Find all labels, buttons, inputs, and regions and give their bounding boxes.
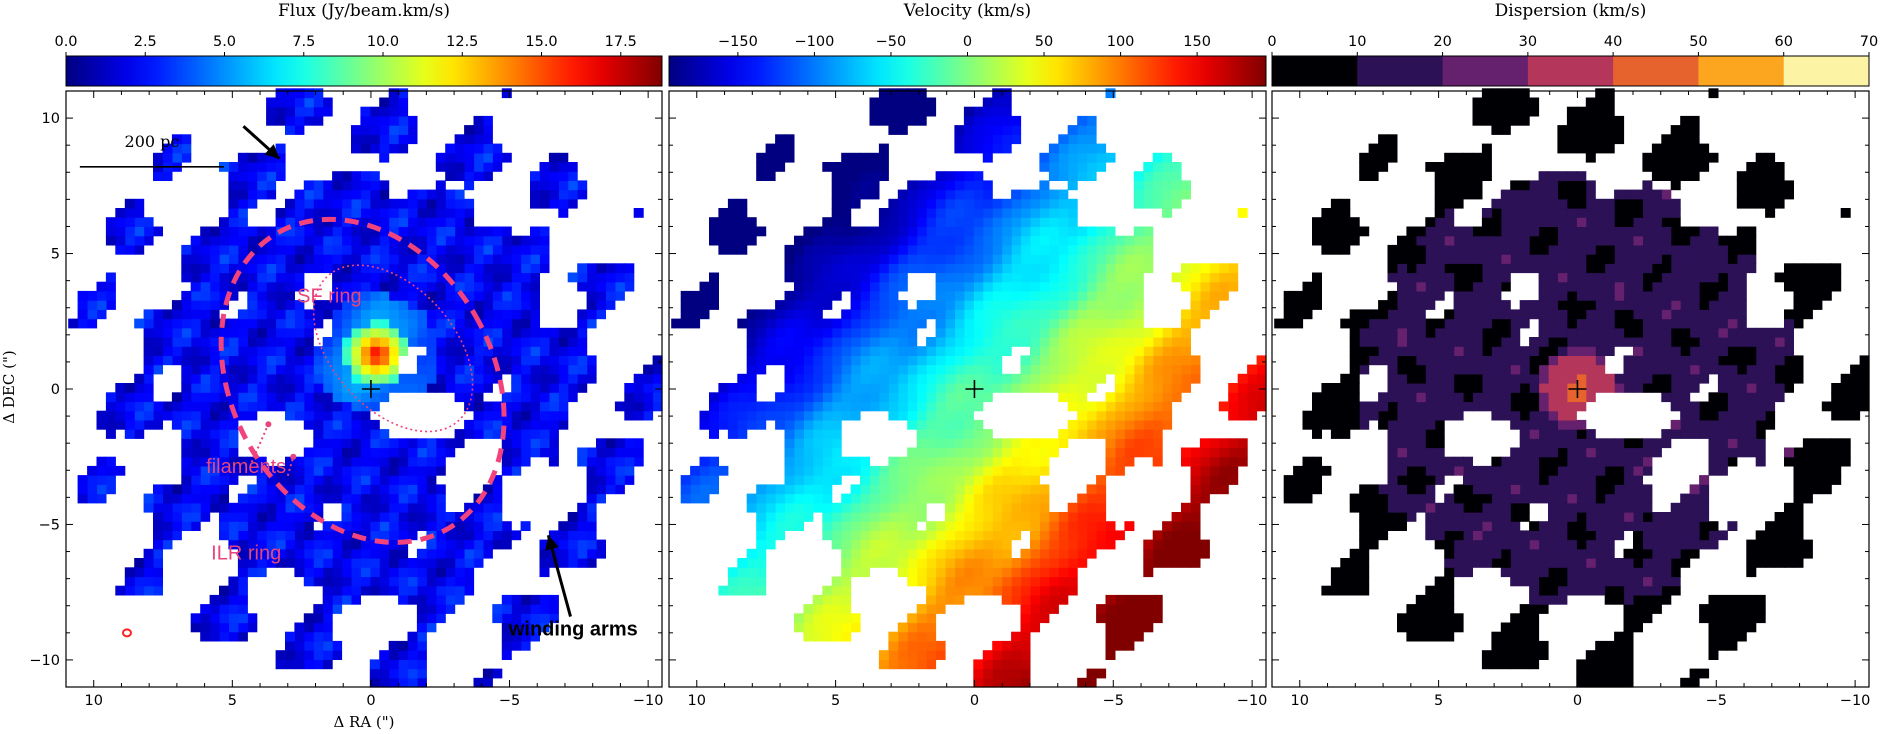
x-tick-label: −10 xyxy=(1840,693,1871,709)
colorbar-tick-label: 70 xyxy=(1860,34,1878,50)
colorbar-tick-label: 7.5 xyxy=(292,34,315,50)
colorbar-label: Flux (Jy/beam.km/s) xyxy=(278,1,450,21)
y-tick-label: 5 xyxy=(51,247,60,263)
y-tick-label: 0 xyxy=(51,382,60,398)
colorbar-frame xyxy=(1271,55,1870,87)
x-tick-label: 10 xyxy=(1291,693,1309,709)
map-image xyxy=(68,88,663,688)
colorbar-tick-label: 0.0 xyxy=(54,34,77,50)
filament-arrow xyxy=(286,456,295,476)
x-tick-label: −10 xyxy=(633,693,664,709)
colorbar-tick-label: 50 xyxy=(1035,34,1053,50)
colorbar-tick-label: 17.5 xyxy=(605,34,637,50)
colorbar-tick-label: −100 xyxy=(795,34,835,50)
colorbar-tick-label: 10 xyxy=(1348,34,1366,50)
colorbar-1 xyxy=(66,56,662,86)
x-tick-label: 5 xyxy=(831,693,840,709)
y-tick-label: −5 xyxy=(39,517,60,533)
colorbar-bin xyxy=(1527,56,1614,86)
colorbar-bin xyxy=(1613,56,1699,86)
colorbar-bin xyxy=(1442,56,1529,86)
annotation-label: winding arms xyxy=(508,619,638,641)
x-tick-label: −5 xyxy=(499,693,520,709)
colorbar-tick-label: 60 xyxy=(1774,34,1792,50)
x-tick-label: −10 xyxy=(1237,693,1268,709)
colorbar-tick-label: 50 xyxy=(1689,34,1707,50)
colorbar-tick-label: −150 xyxy=(718,34,758,50)
x-tick-label: 0 xyxy=(1573,693,1582,709)
colorbar-frame xyxy=(65,55,663,87)
colorbar-bin xyxy=(1698,56,1785,86)
colorbar-tick-label: 0 xyxy=(963,34,972,50)
x-axis-label: Δ RA (") xyxy=(333,713,394,731)
colorbar-label: Dispersion (km/s) xyxy=(1495,1,1647,21)
x-tick-label: 5 xyxy=(228,693,237,709)
black-arrow-head xyxy=(264,144,280,159)
ilr-ring-ellipse xyxy=(218,216,507,545)
x-tick-label: −5 xyxy=(1706,693,1727,709)
map-image xyxy=(1274,88,1870,688)
x-tick-label: 0 xyxy=(366,693,375,709)
colorbar-tick-label: 100 xyxy=(1107,34,1135,50)
annotation-label: filaments xyxy=(206,456,286,478)
colorbar-tick-label: 20 xyxy=(1433,34,1451,50)
colorbar-2 xyxy=(669,56,1266,86)
colorbar-tick-label: 15.0 xyxy=(525,34,557,50)
scalebar-label: 200 pc xyxy=(125,132,180,151)
black-arrow xyxy=(546,534,572,617)
colorbar-tick-label: 10.0 xyxy=(367,34,399,50)
filament-arrow-head xyxy=(290,453,297,460)
colorbar-bin xyxy=(1357,56,1444,86)
filament-arrow-head xyxy=(265,421,272,428)
x-tick-label: 5 xyxy=(1434,693,1443,709)
annotation-label: SF ring xyxy=(297,285,361,307)
x-tick-label: 10 xyxy=(688,693,706,709)
map-image xyxy=(671,88,1267,688)
colorbar-tick-label: 30 xyxy=(1519,34,1537,50)
colorbar-tick-label: 12.5 xyxy=(446,34,478,50)
colorbar-tick-label: −50 xyxy=(876,34,907,50)
x-tick-label: 10 xyxy=(84,693,102,709)
x-tick-label: 0 xyxy=(970,693,979,709)
colorbar-bin xyxy=(1272,56,1358,86)
colorbar-tick-label: 150 xyxy=(1183,34,1211,50)
colorbar-tick-label: 2.5 xyxy=(134,34,157,50)
y-axis-label: Δ DEC (") xyxy=(0,350,18,423)
filament-arrow xyxy=(250,423,270,463)
y-tick-label: 10 xyxy=(42,111,60,127)
colorbar-tick-label: 40 xyxy=(1604,34,1622,50)
colorbar-tick-label: 0 xyxy=(1267,34,1276,50)
x-tick-label: −5 xyxy=(1103,693,1124,709)
y-tick-label: −10 xyxy=(29,653,60,669)
black-arrow-head xyxy=(545,535,559,551)
panel-1: Flux (Jy/beam.km/s) 0.0 2.5 5.0 7.5 10.0 12.5 1… xyxy=(29,1,663,709)
colorbar-bin xyxy=(1783,56,1870,86)
annotation-label: ILR ring xyxy=(211,543,281,565)
colorbar-tick-label: 5.0 xyxy=(213,34,236,50)
beam-ellipse xyxy=(121,628,132,638)
colorbar-label: Velocity (km/s) xyxy=(903,1,1031,21)
